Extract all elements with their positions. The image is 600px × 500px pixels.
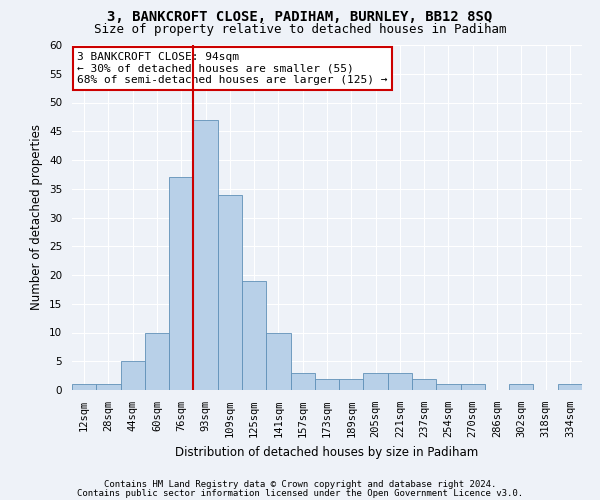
Text: Size of property relative to detached houses in Padiham: Size of property relative to detached ho… [94, 22, 506, 36]
Bar [509, 384, 533, 390]
Bar [364, 373, 388, 390]
Bar [169, 178, 193, 390]
Bar [72, 384, 96, 390]
Text: 3, BANKCROFT CLOSE, PADIHAM, BURNLEY, BB12 8SQ: 3, BANKCROFT CLOSE, PADIHAM, BURNLEY, BB… [107, 10, 493, 24]
Bar [339, 378, 364, 390]
Bar [96, 384, 121, 390]
Text: Contains public sector information licensed under the Open Government Licence v3: Contains public sector information licen… [77, 488, 523, 498]
Text: 3 BANKCROFT CLOSE: 94sqm
← 30% of detached houses are smaller (55)
68% of semi-d: 3 BANKCROFT CLOSE: 94sqm ← 30% of detach… [77, 52, 388, 85]
Bar [558, 384, 582, 390]
Text: Contains HM Land Registry data © Crown copyright and database right 2024.: Contains HM Land Registry data © Crown c… [104, 480, 496, 489]
Y-axis label: Number of detached properties: Number of detached properties [31, 124, 43, 310]
Bar [461, 384, 485, 390]
Bar [290, 373, 315, 390]
Bar [145, 332, 169, 390]
Bar [218, 194, 242, 390]
Bar [315, 378, 339, 390]
Bar [193, 120, 218, 390]
Bar [388, 373, 412, 390]
Bar [412, 378, 436, 390]
Bar [242, 281, 266, 390]
Bar [436, 384, 461, 390]
Bar [121, 361, 145, 390]
Bar [266, 332, 290, 390]
X-axis label: Distribution of detached houses by size in Padiham: Distribution of detached houses by size … [175, 446, 479, 458]
